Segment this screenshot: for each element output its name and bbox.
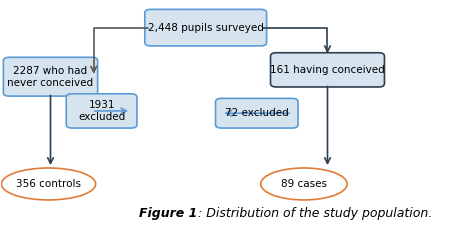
FancyBboxPatch shape xyxy=(66,94,137,128)
Text: 1931
excluded: 1931 excluded xyxy=(78,100,125,122)
FancyBboxPatch shape xyxy=(271,53,385,87)
FancyBboxPatch shape xyxy=(3,57,98,96)
Text: 2287 who had
never conceived: 2287 who had never conceived xyxy=(7,66,94,88)
Text: : Distribution of the study population.: : Distribution of the study population. xyxy=(198,207,432,220)
Text: 161 having conceived: 161 having conceived xyxy=(270,65,385,75)
Ellipse shape xyxy=(1,168,96,200)
FancyBboxPatch shape xyxy=(145,9,266,46)
Text: 72 excluded: 72 excluded xyxy=(225,108,289,118)
Text: 356 controls: 356 controls xyxy=(16,179,81,189)
Text: 2,448 pupils surveyed: 2,448 pupils surveyed xyxy=(148,23,264,33)
Text: Figure 1: Figure 1 xyxy=(139,207,198,220)
Ellipse shape xyxy=(261,168,347,200)
Text: 89 cases: 89 cases xyxy=(281,179,327,189)
FancyBboxPatch shape xyxy=(216,98,298,128)
